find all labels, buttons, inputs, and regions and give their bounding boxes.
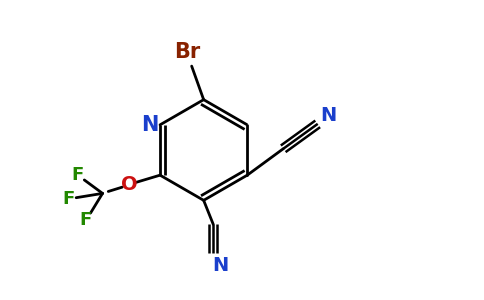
Text: N: N bbox=[141, 115, 158, 135]
Text: F: F bbox=[80, 211, 92, 229]
Text: N: N bbox=[320, 106, 336, 125]
Text: N: N bbox=[212, 256, 228, 274]
Text: O: O bbox=[121, 175, 137, 194]
Text: F: F bbox=[62, 190, 74, 208]
Text: Br: Br bbox=[174, 42, 200, 62]
Text: F: F bbox=[72, 166, 84, 184]
